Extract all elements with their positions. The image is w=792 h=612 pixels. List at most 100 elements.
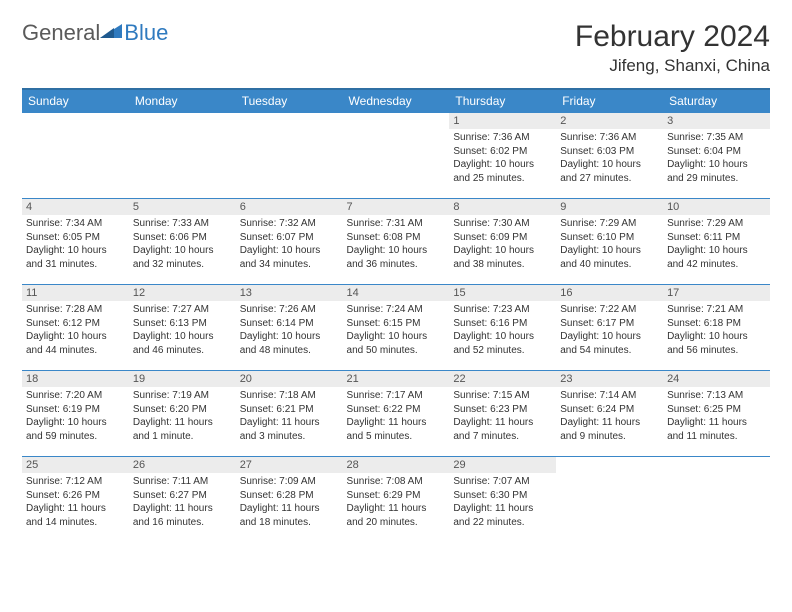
daylight-text: Daylight: 10 hours and 36 minutes. [347,244,446,271]
daylight-text: Daylight: 10 hours and 27 minutes. [560,158,659,185]
sunset-text: Sunset: 6:04 PM [667,145,766,159]
day-cell: 8Sunrise: 7:30 AMSunset: 6:09 PMDaylight… [449,199,556,285]
day-number: 28 [343,457,450,473]
day-number: 3 [663,113,770,129]
day-number: 4 [22,199,129,215]
sunrise-text: Sunrise: 7:31 AM [347,217,446,231]
day-info: Sunrise: 7:11 AMSunset: 6:27 PMDaylight:… [129,473,236,533]
day-info: Sunrise: 7:36 AMSunset: 6:02 PMDaylight:… [449,129,556,189]
sunset-text: Sunset: 6:11 PM [667,231,766,245]
title-area: February 2024 Jifeng, Shanxi, China [575,20,770,76]
day-cell [343,113,450,199]
day-number [663,457,770,461]
sunset-text: Sunset: 6:24 PM [560,403,659,417]
sunrise-text: Sunrise: 7:13 AM [667,389,766,403]
day-cell: 4Sunrise: 7:34 AMSunset: 6:05 PMDaylight… [22,199,129,285]
daylight-text: Daylight: 10 hours and 32 minutes. [133,244,232,271]
day-number: 8 [449,199,556,215]
day-info: Sunrise: 7:24 AMSunset: 6:15 PMDaylight:… [343,301,450,361]
sunrise-text: Sunrise: 7:14 AM [560,389,659,403]
day-cell: 27Sunrise: 7:09 AMSunset: 6:28 PMDayligh… [236,457,343,543]
sunrise-text: Sunrise: 7:30 AM [453,217,552,231]
sunset-text: Sunset: 6:18 PM [667,317,766,331]
day-number: 12 [129,285,236,301]
day-cell [556,457,663,543]
sunrise-text: Sunrise: 7:11 AM [133,475,232,489]
calendar-body: 1Sunrise: 7:36 AMSunset: 6:02 PMDaylight… [22,113,770,543]
day-number: 6 [236,199,343,215]
sunset-text: Sunset: 6:15 PM [347,317,446,331]
sunset-text: Sunset: 6:05 PM [26,231,125,245]
sunrise-text: Sunrise: 7:26 AM [240,303,339,317]
day-info: Sunrise: 7:17 AMSunset: 6:22 PMDaylight:… [343,387,450,447]
day-cell: 19Sunrise: 7:19 AMSunset: 6:20 PMDayligh… [129,371,236,457]
sunrise-text: Sunrise: 7:32 AM [240,217,339,231]
day-info: Sunrise: 7:15 AMSunset: 6:23 PMDaylight:… [449,387,556,447]
sunset-text: Sunset: 6:03 PM [560,145,659,159]
sunset-text: Sunset: 6:16 PM [453,317,552,331]
day-info: Sunrise: 7:08 AMSunset: 6:29 PMDaylight:… [343,473,450,533]
daylight-text: Daylight: 11 hours and 18 minutes. [240,502,339,529]
day-info: Sunrise: 7:07 AMSunset: 6:30 PMDaylight:… [449,473,556,533]
day-header: Tuesday [236,89,343,113]
daylight-text: Daylight: 10 hours and 38 minutes. [453,244,552,271]
sunrise-text: Sunrise: 7:08 AM [347,475,446,489]
logo: General Blue [22,20,168,46]
sunset-text: Sunset: 6:29 PM [347,489,446,503]
sunset-text: Sunset: 6:22 PM [347,403,446,417]
table-row: 11Sunrise: 7:28 AMSunset: 6:12 PMDayligh… [22,285,770,371]
day-number: 20 [236,371,343,387]
sunset-text: Sunset: 6:25 PM [667,403,766,417]
day-number: 25 [22,457,129,473]
day-number: 18 [22,371,129,387]
day-info: Sunrise: 7:35 AMSunset: 6:04 PMDaylight:… [663,129,770,189]
day-cell: 15Sunrise: 7:23 AMSunset: 6:16 PMDayligh… [449,285,556,371]
table-row: 1Sunrise: 7:36 AMSunset: 6:02 PMDaylight… [22,113,770,199]
sunrise-text: Sunrise: 7:15 AM [453,389,552,403]
sunset-text: Sunset: 6:08 PM [347,231,446,245]
daylight-text: Daylight: 10 hours and 54 minutes. [560,330,659,357]
sunset-text: Sunset: 6:28 PM [240,489,339,503]
day-cell: 5Sunrise: 7:33 AMSunset: 6:06 PMDaylight… [129,199,236,285]
daylight-text: Daylight: 10 hours and 52 minutes. [453,330,552,357]
sunset-text: Sunset: 6:23 PM [453,403,552,417]
day-info: Sunrise: 7:12 AMSunset: 6:26 PMDaylight:… [22,473,129,533]
day-number [129,113,236,117]
daylight-text: Daylight: 10 hours and 59 minutes. [26,416,125,443]
day-info: Sunrise: 7:34 AMSunset: 6:05 PMDaylight:… [22,215,129,275]
day-number: 2 [556,113,663,129]
daylight-text: Daylight: 11 hours and 1 minute. [133,416,232,443]
day-cell: 29Sunrise: 7:07 AMSunset: 6:30 PMDayligh… [449,457,556,543]
daylight-text: Daylight: 10 hours and 42 minutes. [667,244,766,271]
day-cell: 17Sunrise: 7:21 AMSunset: 6:18 PMDayligh… [663,285,770,371]
day-info: Sunrise: 7:20 AMSunset: 6:19 PMDaylight:… [22,387,129,447]
day-cell: 7Sunrise: 7:31 AMSunset: 6:08 PMDaylight… [343,199,450,285]
day-number: 9 [556,199,663,215]
day-cell: 12Sunrise: 7:27 AMSunset: 6:13 PMDayligh… [129,285,236,371]
day-number: 10 [663,199,770,215]
day-info: Sunrise: 7:19 AMSunset: 6:20 PMDaylight:… [129,387,236,447]
day-info: Sunrise: 7:30 AMSunset: 6:09 PMDaylight:… [449,215,556,275]
sunrise-text: Sunrise: 7:29 AM [560,217,659,231]
sunrise-text: Sunrise: 7:29 AM [667,217,766,231]
sunset-text: Sunset: 6:21 PM [240,403,339,417]
day-cell: 6Sunrise: 7:32 AMSunset: 6:07 PMDaylight… [236,199,343,285]
day-number: 29 [449,457,556,473]
day-cell [22,113,129,199]
day-info: Sunrise: 7:13 AMSunset: 6:25 PMDaylight:… [663,387,770,447]
daylight-text: Daylight: 11 hours and 9 minutes. [560,416,659,443]
day-cell: 28Sunrise: 7:08 AMSunset: 6:29 PMDayligh… [343,457,450,543]
daylight-text: Daylight: 10 hours and 50 minutes. [347,330,446,357]
daylight-text: Daylight: 10 hours and 40 minutes. [560,244,659,271]
triangle-icon [100,20,122,46]
daylight-text: Daylight: 10 hours and 46 minutes. [133,330,232,357]
day-number: 21 [343,371,450,387]
day-number: 19 [129,371,236,387]
sunrise-text: Sunrise: 7:35 AM [667,131,766,145]
day-info: Sunrise: 7:14 AMSunset: 6:24 PMDaylight:… [556,387,663,447]
sunset-text: Sunset: 6:10 PM [560,231,659,245]
daylight-text: Daylight: 11 hours and 11 minutes. [667,416,766,443]
day-number: 16 [556,285,663,301]
sunset-text: Sunset: 6:13 PM [133,317,232,331]
sunrise-text: Sunrise: 7:28 AM [26,303,125,317]
